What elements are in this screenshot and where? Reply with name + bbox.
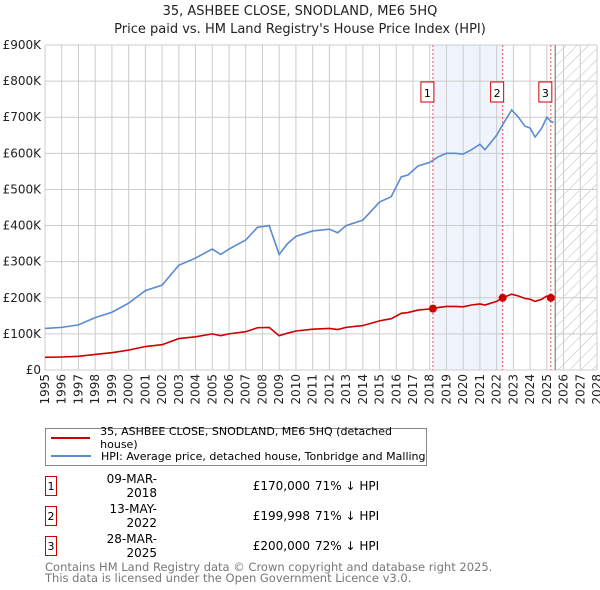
legend-blue-line [51, 455, 91, 457]
sale-date: 13-MAY-2022 [109, 502, 157, 530]
chart-title: 35, ASHBEE CLOSE, SNODLAND, ME6 5HQ [162, 4, 438, 19]
x-tick-label: 2016 [389, 374, 403, 405]
x-tick-label: 2002 [155, 374, 169, 405]
x-tick-label: 2025 [540, 374, 554, 405]
x-tick-label: 2010 [289, 374, 303, 405]
x-tick-label: 2009 [272, 374, 286, 405]
x-tick-label: 2001 [138, 374, 152, 405]
y-tick-label: £0 [26, 363, 41, 377]
chart-subtitle: Price paid vs. HM Land Registry's House … [114, 22, 486, 37]
x-tick-label: 2020 [456, 374, 470, 405]
y-tick-label: £300K [3, 255, 43, 269]
sale-label-box [420, 81, 435, 103]
x-tick-label: 2023 [506, 374, 520, 405]
sale-row: 2 13-MAY-2022 £199,998 71% ↓ HPI [45, 502, 379, 530]
sale-label-number: 3 [542, 87, 549, 100]
sale-label-number: 2 [494, 87, 501, 100]
x-tick-label: 1997 [71, 374, 85, 405]
x-tick-label: 2019 [439, 374, 453, 405]
sale-hpi-diff: 71% ↓ HPI [315, 509, 380, 523]
sale-hpi-diff: 72% ↓ HPI [315, 539, 380, 553]
y-tick-label: £700K [3, 110, 43, 124]
x-tick-label: 2005 [205, 374, 219, 405]
x-tick-label: 2013 [339, 374, 353, 405]
x-tick-label: 1995 [38, 374, 52, 405]
sale-number-badge: 1 [45, 476, 57, 496]
legend: 35, ASHBEE CLOSE, SNODLAND, ME6 5HQ (det… [45, 425, 427, 466]
footer-line-1: Contains HM Land Registry data © Crown c… [45, 560, 493, 574]
legend-label-hpi: HPI: Average price, detached house, Tonb… [101, 449, 426, 463]
sale-point [428, 304, 437, 313]
sale-date: 28-MAR-2025 [106, 532, 157, 560]
x-tick-label: 2011 [306, 374, 320, 405]
x-tick-label: 2004 [189, 374, 203, 405]
footer-line-2: This data is licensed under the Open Gov… [45, 571, 412, 585]
x-tick-label: 2000 [122, 374, 136, 405]
forecast-hatch [555, 45, 597, 370]
x-tick-label: 2026 [557, 374, 571, 405]
x-tick-label: 1998 [88, 374, 102, 405]
x-tick-label: 2014 [356, 374, 370, 405]
x-tick-label: 2003 [172, 374, 186, 405]
x-tick-label: 2024 [523, 374, 537, 405]
sale-hpi-diff: 71% ↓ HPI [315, 479, 380, 493]
x-tick-label: 2012 [322, 374, 336, 405]
y-tick-label: £400K [3, 219, 43, 233]
legend-label-property: 35, ASHBEE CLOSE, SNODLAND, ME6 5HQ (det… [100, 425, 393, 451]
sale-number-badge: 3 [45, 536, 57, 556]
sale-price: £199,998 [252, 509, 310, 523]
x-tick-label: 2015 [373, 374, 387, 405]
x-tick-label: 2028 [590, 374, 600, 405]
x-tick-label: 2018 [423, 374, 437, 405]
sale-date: 09-MAR-2018 [106, 472, 157, 500]
x-tick-label: 2027 [573, 374, 587, 405]
price-chart: 1995 1996 1997 1998 1999 2000 2001 2002 2003 2004… [3, 38, 600, 405]
sale-number-badge: 2 [45, 506, 57, 526]
x-tick-label: 2008 [255, 374, 269, 405]
sale-label-box [490, 81, 505, 103]
x-tick-label: 1999 [105, 374, 119, 405]
sale-point [498, 293, 507, 302]
y-tick-label: £600K [3, 146, 43, 160]
x-tick-label: 2022 [490, 374, 504, 405]
y-tick-label: £200K [3, 291, 43, 305]
y-tick-label: £800K [3, 74, 43, 88]
x-tick-label: 2017 [406, 374, 420, 405]
x-tick-label: 2006 [222, 374, 236, 405]
x-tick-label: 2007 [239, 374, 253, 405]
y-tick-label: £900K [3, 38, 43, 52]
y-tick-label: £100K [3, 327, 43, 341]
legend-red-line [51, 437, 91, 439]
sale-price: £200,000 [252, 539, 310, 553]
x-tick-label: 2021 [473, 374, 487, 405]
hpi-line [44, 108, 554, 330]
sale-point [546, 293, 555, 302]
sale-row: 3 28-MAR-2025 £200,000 72% ↓ HPI [45, 532, 379, 560]
sale-row: 1 09-MAR-2018 £170,000 71% ↓ HPI [45, 472, 379, 500]
x-tick-label: 1996 [55, 374, 69, 405]
y-tick-label: £500K [3, 182, 43, 196]
sale-label-box [538, 81, 553, 103]
sale-label-number: 1 [424, 87, 431, 100]
sale-price: £170,000 [252, 479, 310, 493]
